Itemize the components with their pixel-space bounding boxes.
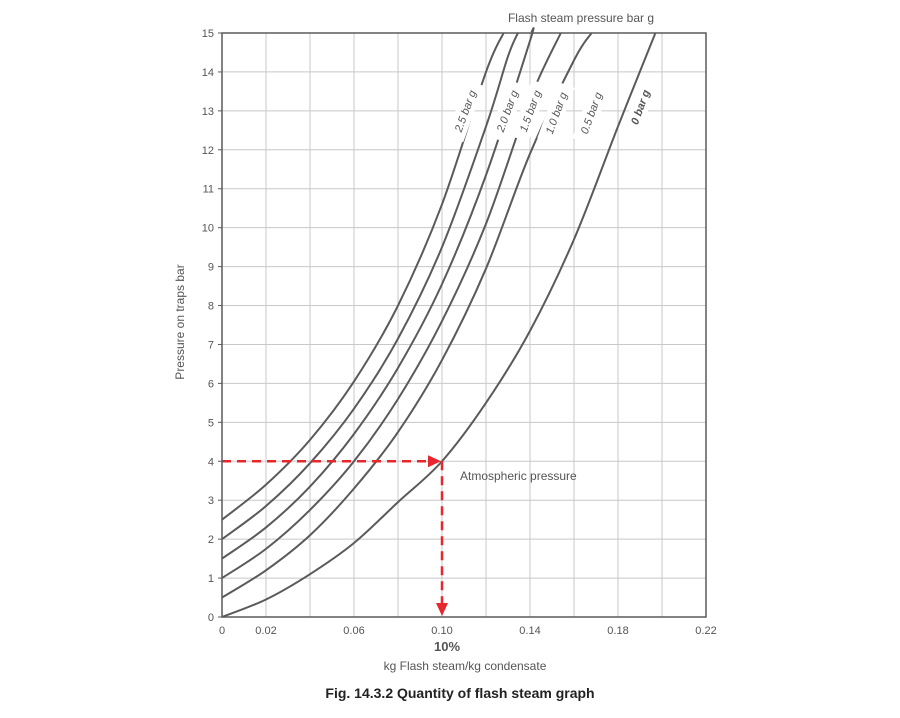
x-tick-label: 0.10 [431, 625, 452, 637]
y-tick-label: 5 [208, 417, 214, 429]
y-axis-label: Pressure on traps bar [173, 264, 187, 379]
x-tick-label: 0.18 [607, 625, 628, 637]
y-tick-label: 8 [208, 301, 214, 313]
reference-arrow-right [428, 455, 441, 468]
y-tick-label: 15 [202, 28, 214, 40]
figure-caption: Fig. 14.3.2 Quantity of flash steam grap… [325, 685, 594, 701]
x-tick-label: 0.22 [695, 625, 716, 637]
x-axis-ticks: 0 0.02 0.06 0.10 0.14 0.18 0.22 [219, 625, 717, 637]
plot-frame [221, 32, 707, 618]
curve-label-backdrop [511, 79, 549, 143]
ten-percent-label: 10% [434, 639, 460, 654]
y-tick-label: 3 [208, 495, 214, 507]
curve-label-backdrop [446, 79, 484, 143]
series-line [221, 27, 535, 560]
curve-label-backdrop [621, 75, 659, 139]
y-tick-label: 7 [208, 339, 214, 351]
y-tick-label: 12 [202, 145, 214, 157]
y-tick-label: 4 [208, 456, 214, 468]
series-line [221, 32, 519, 540]
y-tick-label: 9 [208, 262, 214, 274]
y-tick-label: 6 [208, 378, 214, 390]
series-line [221, 32, 657, 618]
x-tick-label: 0.02 [255, 625, 276, 637]
y-tick-label: 14 [202, 67, 214, 79]
atmospheric-reference [222, 455, 448, 616]
y-tick-label: 2 [208, 534, 214, 546]
atmospheric-pressure-label: Atmospheric pressure [460, 469, 577, 483]
curve-label-backdrop [488, 79, 526, 143]
y-tick-label: 1 [208, 573, 214, 585]
reference-arrow-down [436, 603, 448, 616]
y-tick-label: 0 [208, 612, 214, 624]
y-tick-label: 11 [203, 184, 214, 196]
x-tick-label: 0.06 [343, 625, 364, 637]
x-tick-label: 0.14 [519, 625, 540, 637]
x-tick-label: 0 [219, 625, 225, 637]
curve-label-backdrop [572, 81, 610, 145]
curve-labels: 2.5 bar g 2.0 bar g1.5 bar g 1.0 bar g 0.5 … [446, 75, 659, 145]
chart-title: Flash steam pressure bar g [508, 11, 654, 25]
curve-label-backdrop [537, 81, 575, 145]
y-tick-label: 10 [202, 223, 214, 235]
y-tick-label: 13 [202, 106, 214, 118]
x-axis-label: kg Flash steam/kg condensate [384, 659, 547, 673]
